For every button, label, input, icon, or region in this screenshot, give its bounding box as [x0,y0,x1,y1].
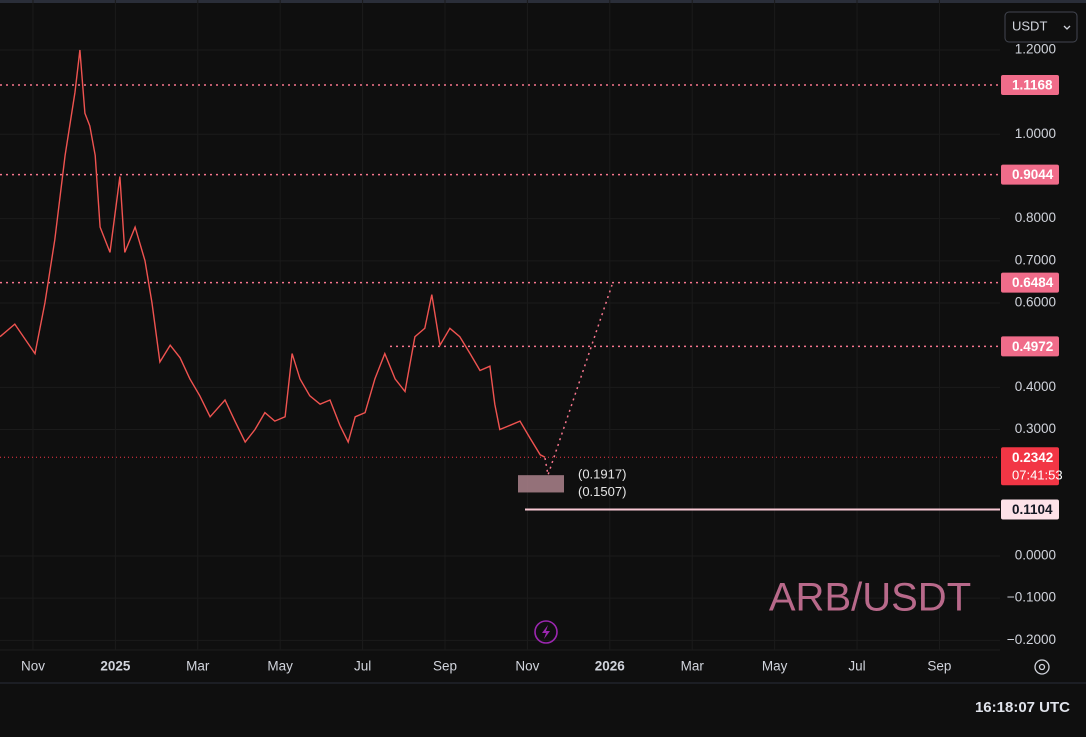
annotation-label: (0.1917) [578,467,626,482]
x-tick-label: May [762,659,788,674]
y-tick-label: 0.0000 [1015,548,1056,563]
annotation-label: (0.1507) [578,484,626,499]
x-tick-label: Sep [433,659,457,674]
x-tick-label: Nov [21,659,45,674]
level-label-box [1001,272,1059,293]
projection-line [544,284,613,476]
settings-icon[interactable] [1034,659,1050,675]
currency-label: USDT [1012,18,1047,33]
y-tick-label: 0.6000 [1015,295,1056,310]
level-label-box [1001,75,1059,96]
level-label-box [1001,499,1059,520]
x-tick-label: Jul [848,659,865,674]
y-tick-label: 1.0000 [1015,126,1056,141]
clock: 16:18:07 UTC [975,699,1070,716]
y-tick-label: −0.1000 [1007,590,1056,605]
price-axis: 1.2000 1.0000 0.8000 0.7000 0.6000 0.4000 0.30… [21,42,1063,674]
plot: (0.1917) (0.1507) [0,49,1000,511]
countdown-label: 07:41:53 [1012,468,1063,483]
level-label: 0.1104 [1012,502,1053,517]
lightning-bolt [542,625,550,639]
lightning-icon[interactable] [534,620,558,644]
x-tick-label: 2026 [595,659,626,674]
level-label: 0.4972 [1012,339,1053,354]
level-label: 0.6484 [1012,275,1054,290]
target-zone [518,475,564,493]
x-tick-label: Mar [681,659,705,674]
x-tick-label: Mar [186,659,210,674]
watermark: ARB/USDT [769,576,971,620]
level-label-box [1001,336,1059,357]
grid [0,0,1000,650]
level-label-box [1001,164,1059,185]
y-tick-label: 0.8000 [1015,210,1056,225]
dropdown-caret [1063,25,1071,30]
y-tick-label: 0.7000 [1015,252,1056,267]
x-tick-label: Nov [515,659,539,674]
x-tick-label: Jul [354,659,371,674]
level-label: 1.1168 [1012,78,1053,93]
level-label: 0.9044 [1012,167,1054,182]
x-tick-label: Sep [927,659,951,674]
x-tick-label: May [267,659,293,674]
price-line [0,49,546,458]
y-tick-label: 0.3000 [1015,421,1056,436]
y-tick-label: 0.4000 [1015,379,1056,394]
level-label: 0.2342 [1012,450,1053,465]
top-border [0,0,1086,3]
level-label-box [1001,447,1059,486]
y-tick-label: −0.2000 [1007,632,1056,647]
x-tick-label: 2025 [100,659,131,674]
settings-icon-center [1038,663,1046,671]
y-tick-label: 1.2000 [1015,42,1056,57]
currency-dropdown[interactable] [1004,11,1078,43]
